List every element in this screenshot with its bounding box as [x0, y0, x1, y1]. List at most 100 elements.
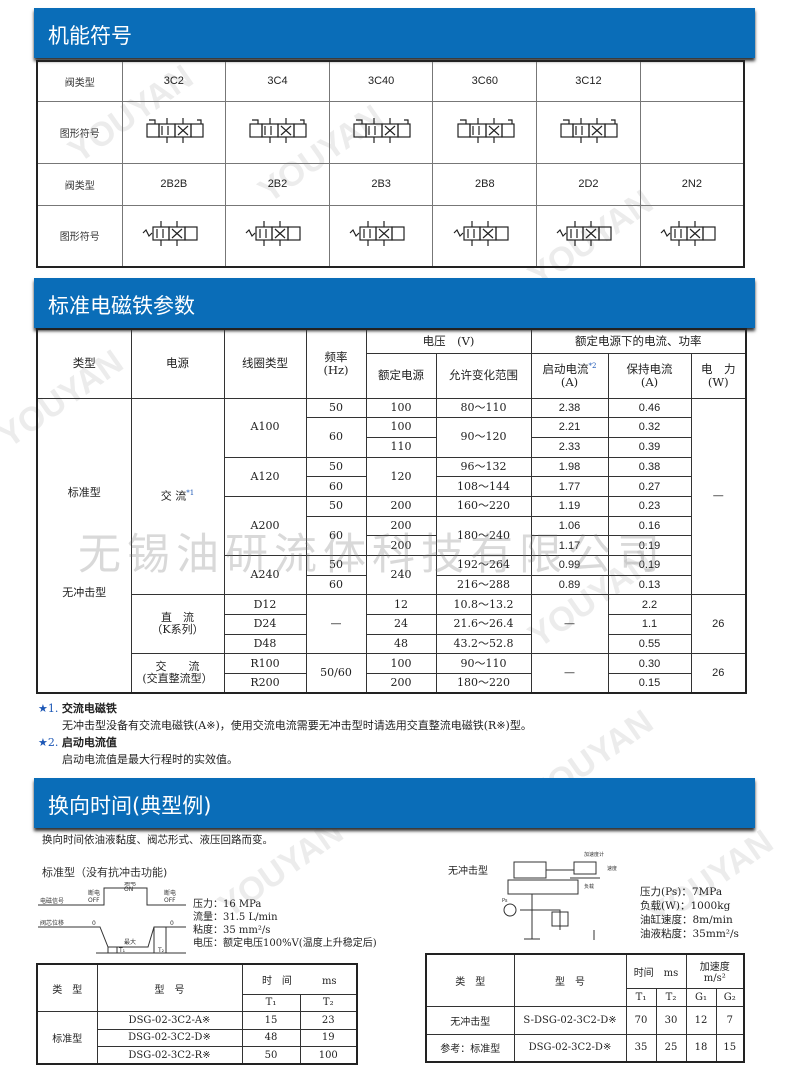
g1: 12 [685, 1005, 717, 1035]
std-params: 压力：16 MPa 流量：31.5 L/min 粘度：35 mm²/s 电压：额… [193, 898, 377, 950]
coil: R200 [223, 673, 307, 694]
valve-symbol-icon [639, 204, 745, 268]
valve-symbol-icon [536, 204, 641, 268]
start-current: 2.21 [530, 417, 609, 438]
source-label: 交 流 [155, 660, 200, 674]
range: 108～144 [435, 476, 532, 497]
header-start-current: 启动电流*2 (A) [530, 352, 609, 399]
header-accel: 加速度 m/s² [685, 953, 745, 989]
section-header-function-symbols: 机能符号 [34, 8, 755, 58]
header-t2: T₂ [299, 993, 358, 1012]
start-current: 0.89 [530, 574, 609, 596]
section-title: 标准电磁铁参数 [48, 294, 195, 318]
type-cell: 标准型 无冲击型 [36, 397, 132, 694]
header-freq-unit: (Hz) [323, 362, 349, 377]
time-label: 时 间 [261, 975, 292, 987]
rated-voltage: 240 [365, 554, 437, 596]
hold-current: 0.46 [607, 397, 692, 419]
t1: 70 [625, 1005, 657, 1035]
freq: 50 [305, 456, 367, 478]
table-row: 图形符号 [36, 204, 745, 268]
intro-text: 换向时间依油液黏度、阀芯形式、液压回路而变。 [42, 834, 273, 846]
hold-current: 0.32 [607, 417, 692, 438]
header-time: 时间 ms [625, 953, 687, 989]
footnote-title: 启动电流值 [61, 736, 117, 749]
param: 流量：31.5 L/min [193, 912, 278, 923]
table-row: 标准型 无冲击型 交 流*1 A100 50 100 80～110 2.38 0.… [36, 397, 747, 694]
param: 粘度：35 mm²/s [193, 925, 271, 936]
hold-current: 0.13 [607, 574, 692, 596]
header-row: 类 型 型 号 时 间 ms [36, 963, 358, 1012]
hold-current: 1.1 [607, 614, 692, 635]
start-current: 1.06 [530, 515, 609, 537]
start-current: 2.38 [530, 397, 609, 419]
start-current: 0.99 [530, 555, 609, 576]
header-row: T₁ T₂ [37, 993, 358, 1012]
noshock-switching-table: 类 型 型 号 时间 ms 加速度 m/s² T₁ T₂ G₁ G₂ 无冲击型 S… [425, 953, 745, 1063]
range: 43.2～52.8 [435, 633, 532, 655]
rated-voltage: 24 [365, 614, 437, 635]
empty-cell [639, 100, 745, 164]
section-header-switching-time: 换向时间(典型例) [34, 778, 755, 828]
valve-symbol-icon [432, 100, 538, 164]
table-row: 无冲击型 S-DSG-02-3C2-D※ 70 30 12 7 [425, 1005, 745, 1035]
table-row: R200 200 180～220 0.15 [37, 673, 746, 694]
header-t1: T₁ [241, 993, 301, 1012]
footnote-mark: *2 [588, 362, 597, 371]
header-row: 类 型 型 号 时间 ms 加速度 m/s² [425, 953, 745, 1007]
source-rectified: 交 流 (交直整流型） [130, 653, 225, 694]
noshock-subtitle: 无冲击型 [448, 866, 488, 877]
type: 无冲击型 [425, 1005, 515, 1035]
zero-label: 0 [170, 920, 174, 927]
unit: m/s² [703, 973, 726, 985]
header-power-label: 电 力 [701, 361, 736, 376]
max-label: 最大 [124, 938, 136, 946]
rated-voltage: 200 [365, 535, 437, 556]
rated-voltage: 110 [365, 436, 437, 458]
rated-voltage: 200 [365, 515, 437, 537]
row-label: 阀类型 [36, 162, 123, 206]
g2: 7 [715, 1005, 745, 1035]
coil: D12 [223, 594, 307, 616]
star-icon: ★2. [38, 736, 59, 749]
range: 216～288 [435, 574, 532, 596]
type-standard: 标准型 [67, 485, 101, 499]
std-switching-table: 类 型 型 号 时 间 ms T₁ T₂ 标准型 DSG-02-3C2-A※ 1… [36, 963, 358, 1065]
freq: 60 [305, 515, 367, 557]
header-g2: G₂ [715, 987, 745, 1007]
valve-symbol-icon [121, 204, 227, 268]
freq: 50 [305, 397, 367, 419]
header-range: 允许变化范围 [435, 352, 532, 399]
power: — [690, 397, 747, 596]
hold-current: 0.15 [607, 673, 692, 694]
coil: A100 [223, 397, 307, 458]
header-current-power: 额定电源下的电流、功率 [530, 328, 747, 354]
source-label: 交 流 [160, 489, 187, 503]
start-current: 2.33 [530, 436, 609, 458]
param: 电压：额定电压100%V(温度上升稳定后) [193, 938, 377, 949]
t1: 35 [625, 1033, 657, 1063]
header-start-label: 启动电流 [542, 361, 589, 376]
valve-symbol-icon [536, 100, 641, 164]
start-current: 1.17 [530, 535, 609, 556]
noshock-params: 压力(Ps)：7MPa 负载(W)：1000kg 油缸速度：8m/min 油液粘… [640, 885, 739, 941]
t2: 30 [655, 1005, 687, 1035]
solenoid-parameter-table: 类型 电源 线圈类型 频率 (Hz) 电压 (V) 额定电源下的电流、功率 额定电… [36, 328, 748, 695]
model: DSG-02-3C2-D※ [96, 1028, 243, 1047]
freq: 50/60 [305, 653, 367, 694]
hold-current: 0.55 [607, 633, 692, 655]
rated-voltage: 48 [365, 633, 437, 655]
hold-current: 0.23 [607, 495, 692, 517]
rated-voltage: 120 [365, 456, 437, 497]
t1: 15 [241, 1011, 301, 1030]
g2: 15 [715, 1033, 745, 1063]
valve-symbol-icon [225, 204, 330, 268]
param: 油缸速度：8m/min [640, 914, 733, 926]
table-row: 60 108～144 1.77 0.27 [37, 476, 746, 497]
hold-current: 0.16 [607, 515, 692, 537]
header-model: 型 号 [96, 963, 243, 1012]
star-icon: ★1. [38, 702, 59, 715]
std-subtitle: 标准型（没有抗冲击功能) [42, 866, 168, 879]
table-row: 交 流 (交直整流型） R100 50/60 100 90～110 — 0.30 … [37, 653, 747, 694]
valve-symbol-icon [225, 100, 330, 164]
